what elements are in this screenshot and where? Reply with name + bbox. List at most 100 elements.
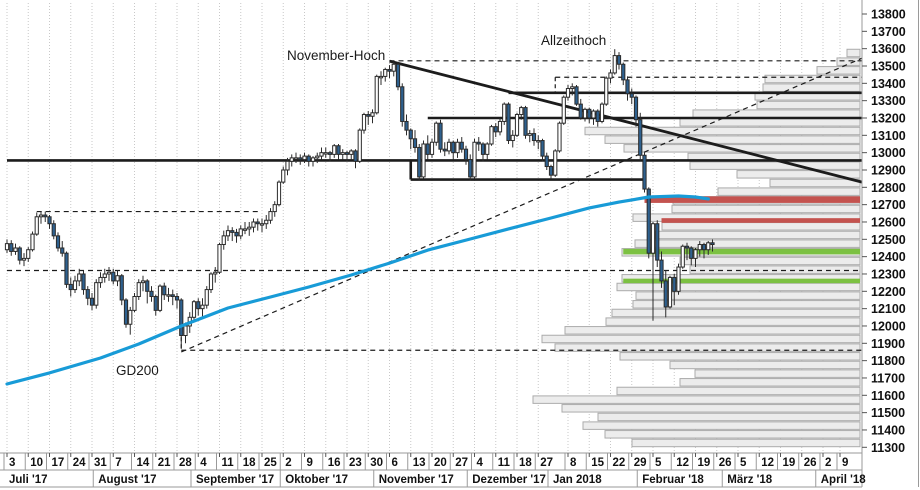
volume-profile-bar — [717, 187, 861, 196]
volume-profile-bar — [597, 412, 861, 422]
x-axis-month-label: März '18 — [727, 474, 773, 486]
volume-profile-bar — [736, 170, 861, 179]
x-axis-month-label: August '17 — [98, 474, 156, 486]
volume-profile-bar — [671, 204, 861, 214]
volume-profile-bar — [679, 256, 861, 266]
x-axis-month-label: September '17 — [196, 474, 274, 486]
descending-trendline — [389, 59, 863, 184]
x-axis-week-label: 21 — [158, 457, 171, 469]
y-axis-label: 13600 — [871, 42, 906, 56]
x-axis-week-label: 17 — [52, 457, 65, 469]
x-axis-week-label: 30 — [370, 457, 383, 469]
volume-profile-bar — [816, 66, 861, 75]
volume-profile-bar — [564, 326, 861, 335]
volume-profile-bar — [635, 291, 861, 300]
volume-profile-bar — [541, 334, 861, 344]
volume-profile-bar — [584, 126, 861, 136]
volume-profile-bar — [616, 386, 861, 396]
y-axis-label: 13200 — [871, 111, 906, 125]
x-axis-week-label: 31 — [94, 457, 107, 469]
x-axis-week-label: 28 — [179, 457, 192, 469]
volume-profile-bar — [669, 360, 861, 370]
x-axis-week-label: 8 — [570, 457, 577, 469]
x-axis-month-label: April '18 — [821, 474, 867, 486]
y-axis-label: 12700 — [871, 198, 906, 212]
x-axis-month-label: Juli '17 — [9, 474, 48, 486]
x-axis-week-label: 14 — [137, 457, 150, 469]
volume-profile-bar — [604, 430, 861, 439]
volume-profile-bar — [694, 369, 861, 378]
y-axis-label: 12800 — [871, 181, 906, 195]
x-axis-month-label: Dezember '17 — [472, 474, 546, 486]
x-axis-month-label: Februar '18 — [642, 474, 704, 486]
candles — [4, 49, 715, 349]
y-axis-label: 12900 — [871, 163, 906, 177]
y-axis: 13800 13700 13600 13500 13400 13300 13200 13100… — [862, 8, 906, 455]
x-axis-week-label: 12 — [676, 457, 689, 469]
y-axis-label: 12300 — [871, 267, 906, 281]
x-axis-week-label: 11 — [222, 457, 235, 469]
annotation-allzeithoch: Allzeithoch — [541, 33, 607, 48]
x-axis-month-label: Jan 2018 — [553, 474, 602, 486]
x-axis-week-label: 4 — [477, 457, 484, 469]
x-axis-week-label: 22 — [613, 457, 626, 469]
x-axis-week-label: 20 — [434, 457, 447, 469]
volume-profile-bar — [619, 352, 861, 361]
x-axis-months: Juli '17 August '17 September '17 Oktober '… — [9, 470, 866, 487]
volume-profile — [532, 48, 861, 448]
x-axis-week-label: 18 — [519, 457, 532, 469]
x-axis-week-label: 3 — [9, 457, 15, 469]
x-axis-week-label: 24 — [73, 457, 86, 469]
volume-profile-bar — [689, 265, 861, 274]
y-axis-label: 12400 — [871, 250, 906, 264]
resistance-zone — [644, 196, 860, 203]
volume-profile-bar — [661, 222, 861, 231]
x-axis-month-label: November '17 — [379, 474, 454, 486]
volume-profile-bar — [836, 57, 861, 66]
x-axis-week-label: 16 — [328, 457, 341, 469]
y-axis-label: 13000 — [871, 146, 906, 160]
volume-profile-bar — [605, 317, 861, 326]
x-axis-week-label: 6 — [392, 457, 398, 469]
gd200-line — [5, 194, 710, 386]
zones — [623, 196, 860, 284]
x-axis-week-label: 15 — [591, 457, 604, 469]
y-axis-label: 13700 — [871, 25, 906, 39]
volume-profile-bar — [632, 300, 861, 309]
x-axis-week-label: 19 — [698, 457, 711, 469]
x-axis-week-label: 27 — [540, 457, 553, 469]
y-axis-label: 11300 — [871, 441, 905, 455]
x-axis-week-label: 25 — [264, 457, 277, 469]
y-axis-label: 12100 — [871, 302, 906, 316]
x-axis-week-label: 26 — [719, 457, 732, 469]
x-axis-week-label: 4 — [200, 457, 207, 469]
volume-profile-bar — [762, 83, 861, 92]
x-axis-week-label: 9 — [842, 457, 848, 469]
x-axis-week-label: 10 — [30, 457, 43, 469]
y-axis-label: 12000 — [871, 319, 906, 333]
y-axis-label: 13300 — [871, 94, 906, 108]
x-axis-week-label: 5 — [740, 457, 747, 469]
y-axis-label: 13800 — [871, 8, 906, 22]
y-axis-label: 11400 — [871, 423, 905, 437]
y-axis-label: 13400 — [871, 77, 906, 91]
volume-profile-bar — [554, 343, 861, 352]
volume-profile-bar — [532, 395, 861, 404]
x-axis-week-label: 9 — [307, 457, 313, 469]
x-axis-month-label: Oktober '17 — [285, 474, 348, 486]
x-axis-week-label: 23 — [349, 457, 362, 469]
x-axis-week-label: 13 — [413, 457, 426, 469]
x-axis-week-label: 26 — [804, 457, 817, 469]
volume-profile-bar — [582, 421, 861, 430]
x-axis-week-label: 5 — [655, 457, 662, 469]
volume-profile-bar — [654, 230, 861, 240]
x-axis-week-label: 2 — [285, 457, 291, 469]
y-axis-label: 12200 — [871, 285, 906, 299]
support-zone — [623, 278, 860, 284]
y-axis-label: 11800 — [871, 354, 905, 368]
x-axis-week-label: 7 — [115, 457, 121, 469]
x-axis-week-label: 18 — [243, 457, 256, 469]
